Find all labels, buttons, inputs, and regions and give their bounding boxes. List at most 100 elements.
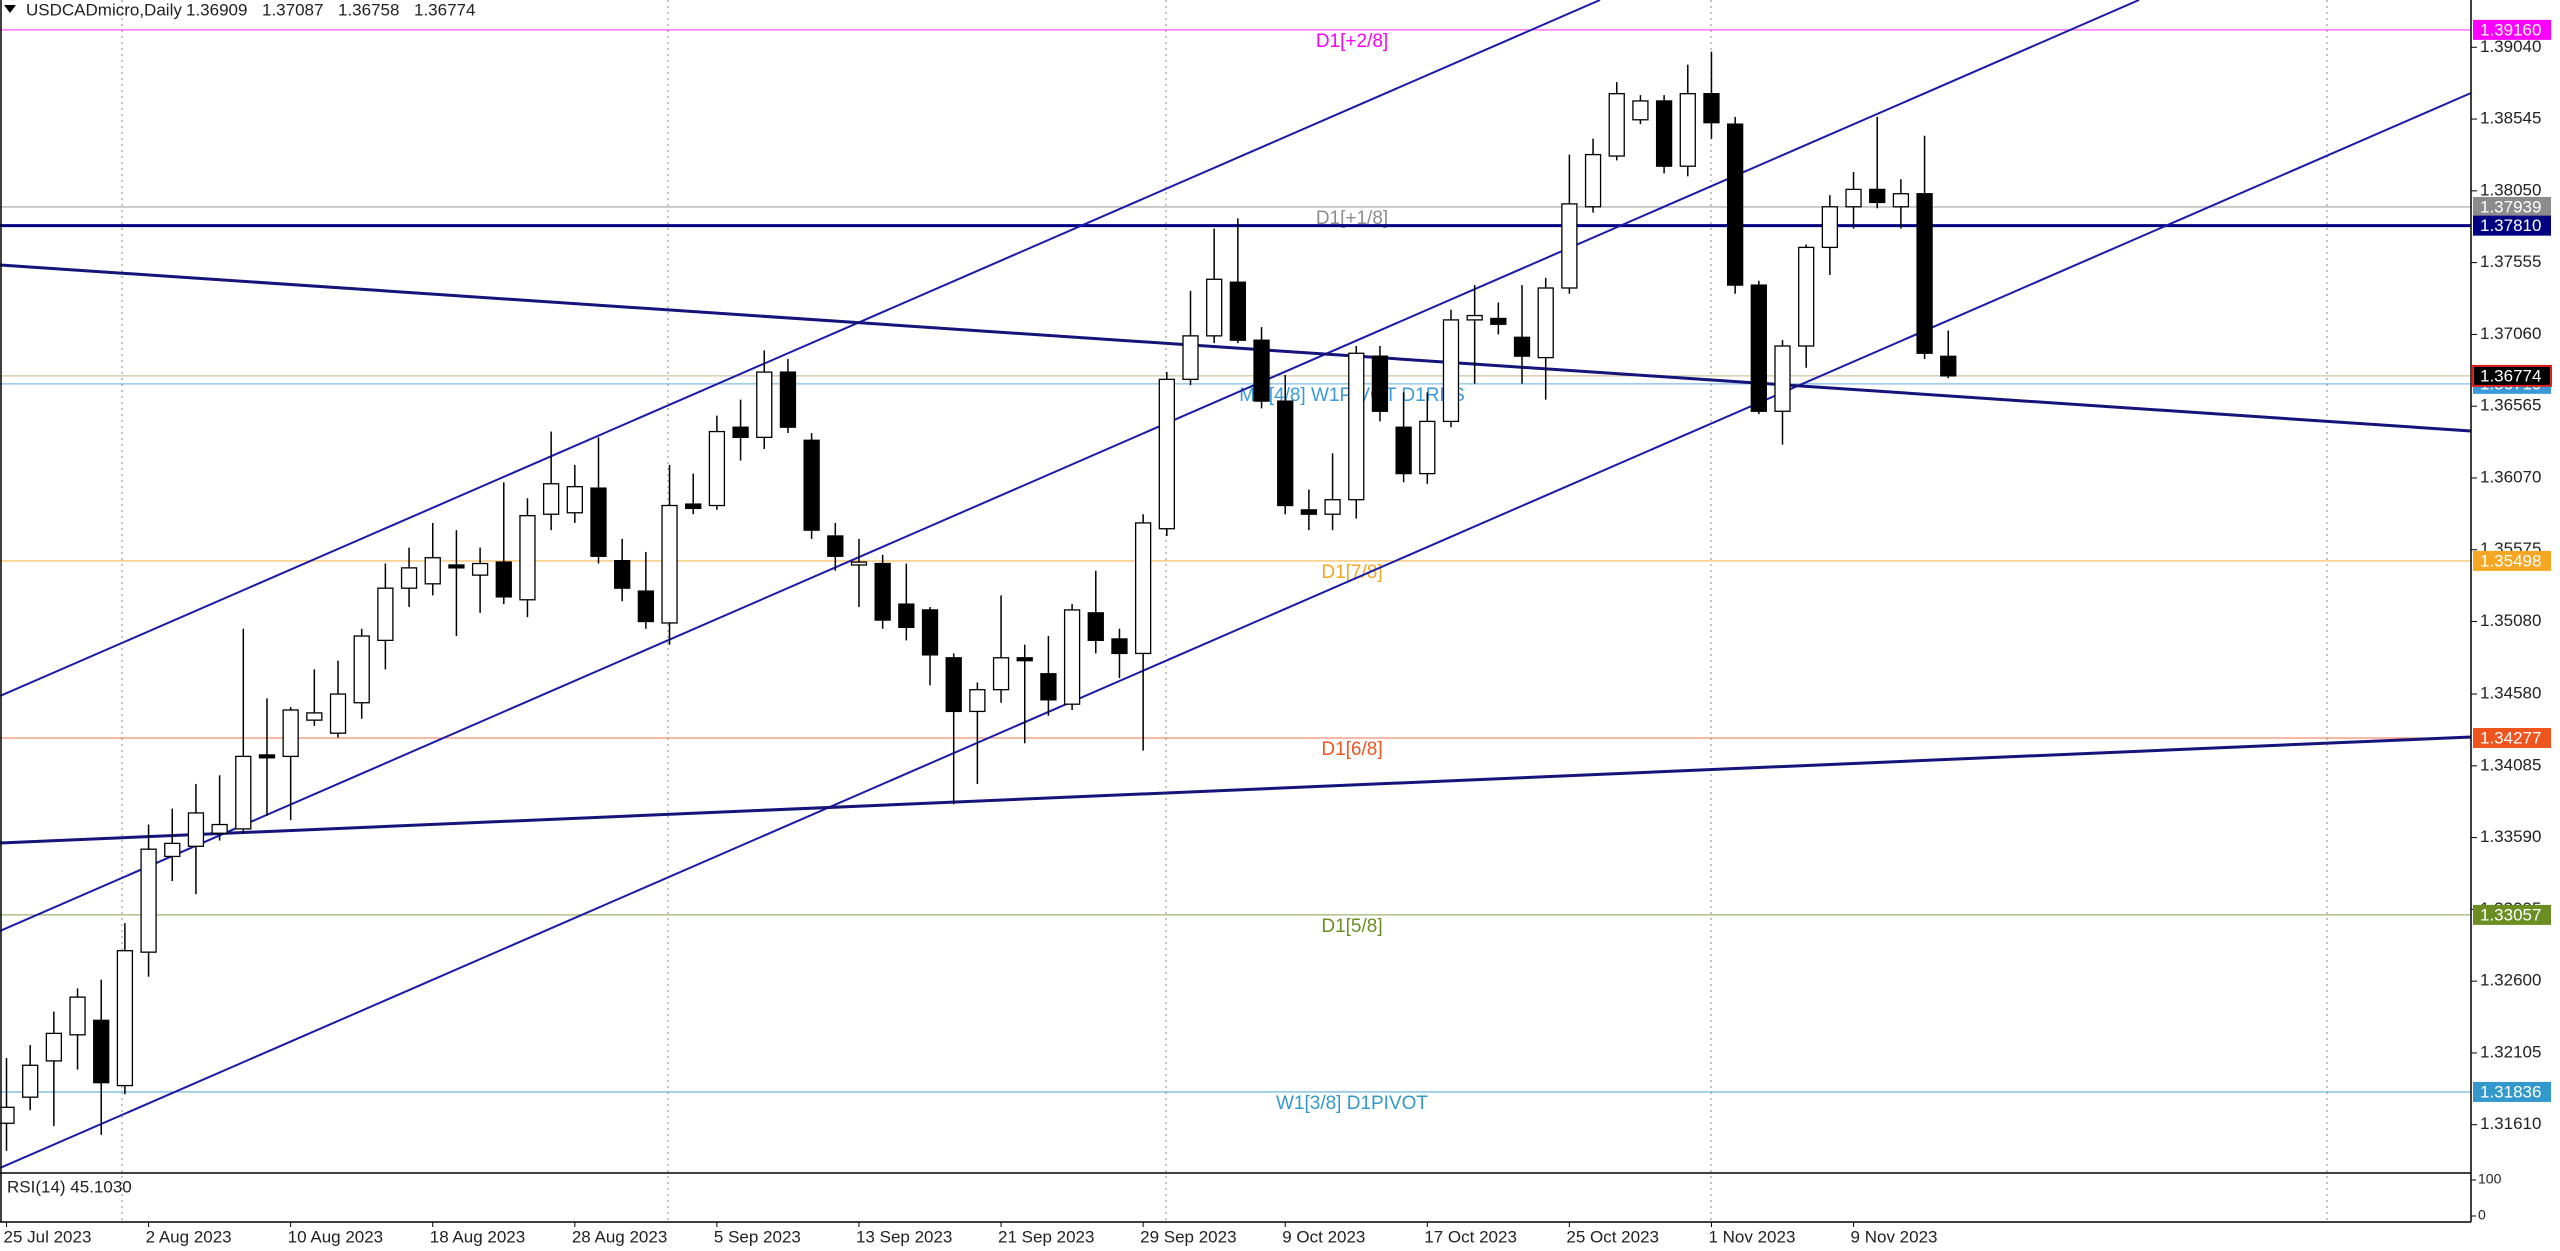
candle-body: [45, 1032, 63, 1062]
candle-body: [353, 635, 370, 704]
price-tag-label: 1.33057: [2480, 905, 2541, 924]
candle-body: [329, 693, 347, 734]
x-tick-label: 9 Oct 2023: [1282, 1227, 1365, 1246]
candle-body: [377, 587, 394, 642]
candle-body: [945, 657, 962, 713]
candle-body: [1348, 352, 1365, 501]
low-value: 1.36758: [338, 0, 399, 19]
rsi-label: RSI(14) 45.1030: [7, 1177, 132, 1196]
y-tick-label: 1.36565: [2480, 396, 2541, 415]
x-tick-label: 28 Aug 2023: [572, 1227, 667, 1246]
candle-body: [400, 567, 418, 589]
candle-body: [1845, 188, 1862, 208]
price-tag-label: 1.34277: [2480, 728, 2541, 747]
y-tick-label: 1.33590: [2480, 827, 2541, 846]
candle-body: [756, 371, 773, 439]
candle-body: [1798, 246, 1815, 347]
candle-body: [495, 561, 512, 598]
collapse-icon: [4, 5, 16, 13]
x-tick-label: 9 Nov 2023: [1851, 1227, 1938, 1246]
price-tag: [2473, 727, 2551, 748]
candle-body: [969, 689, 986, 713]
candle-body: [1277, 400, 1294, 507]
y-tick-label: 1.32105: [2480, 1042, 2541, 1061]
price-tag: [2473, 196, 2551, 217]
y-tick-label: 1.36070: [2480, 467, 2541, 486]
candle-body: [1561, 203, 1578, 289]
candle-body: [1513, 336, 1531, 357]
candle-body: [1679, 93, 1696, 167]
candle-body: [1324, 499, 1341, 515]
candle-body: [1371, 355, 1389, 412]
candle-body: [898, 603, 915, 628]
price-tag-label: 1.31836: [2480, 1082, 2541, 1101]
frame: [0, 0, 2472, 1223]
y-tick-label: 1.34085: [2480, 755, 2541, 774]
candle-body: [732, 426, 749, 439]
candle-body: [779, 371, 797, 428]
candle-body: [1726, 123, 1744, 286]
price-tag: [2473, 550, 2551, 571]
candle-body: [1608, 93, 1625, 157]
x-tick-label: 13 Sep 2023: [856, 1227, 952, 1246]
candle-body: [424, 557, 441, 585]
candle-body: [1229, 281, 1247, 341]
candle-body: [1466, 314, 1483, 321]
candle-body: [1632, 100, 1649, 121]
candle-body: [235, 755, 252, 830]
y-tick-label: 1.35080: [2480, 611, 2541, 630]
candle-body: [140, 848, 157, 953]
x-tick-label: 10 Aug 2023: [288, 1227, 383, 1246]
x-tick-label: 29 Sep 2023: [1140, 1227, 1236, 1246]
level-label: D1[5/8]: [1321, 916, 1382, 937]
price-tag: [2473, 19, 2551, 40]
chart-title: USDCADmicro,Daily: [26, 0, 182, 19]
trendline: [0, 92, 2472, 1169]
candle-body: [614, 559, 631, 589]
candle-body: [803, 439, 820, 531]
candle-body: [1774, 345, 1791, 412]
trendline: [0, 263, 2472, 433]
candle-body: [519, 515, 536, 601]
price-tag-label: 1.35498: [2480, 551, 2541, 570]
x-tick-label: 21 Sep 2023: [998, 1227, 1094, 1246]
trendline: [0, 0, 2140, 932]
candle-body: [566, 486, 583, 514]
candle-body: [22, 1064, 39, 1098]
candle-body: [1703, 93, 1720, 124]
candle-body: [708, 430, 726, 507]
candle-body: [850, 561, 868, 566]
trendline: [0, 735, 2472, 845]
candle-body: [1111, 638, 1128, 655]
candle-body: [1584, 153, 1602, 208]
candle-body: [1300, 509, 1318, 515]
candle-body: [921, 609, 939, 656]
rsi-tick-label: 0: [2478, 1207, 2486, 1223]
candle-body: [1063, 609, 1081, 705]
candle-body: [1916, 193, 1933, 354]
candle-body: [1158, 378, 1175, 530]
candle-body: [827, 535, 844, 557]
candle-body: [685, 503, 702, 510]
candle-body: [1821, 206, 1839, 249]
candle-body: [992, 657, 1010, 691]
candle-body: [1134, 522, 1152, 655]
candle-body: [1395, 426, 1412, 475]
level-label: W1[3/8] D1PIVOT: [1276, 1093, 1428, 1114]
candle-body: [1016, 657, 1033, 662]
x-tick-label: 17 Oct 2023: [1424, 1227, 1517, 1246]
y-tick-label: 1.37060: [2480, 324, 2541, 343]
candle-body: [116, 950, 134, 1087]
candle-body: [258, 754, 276, 759]
candle-body: [69, 996, 86, 1036]
candle-body: [1087, 612, 1104, 642]
candle-body: [874, 562, 891, 621]
open-value: 1.36909: [186, 0, 247, 19]
candle-body: [590, 487, 607, 557]
candle-body: [1869, 188, 1886, 204]
candle-body: [1182, 335, 1199, 381]
candle-body: [471, 562, 489, 576]
